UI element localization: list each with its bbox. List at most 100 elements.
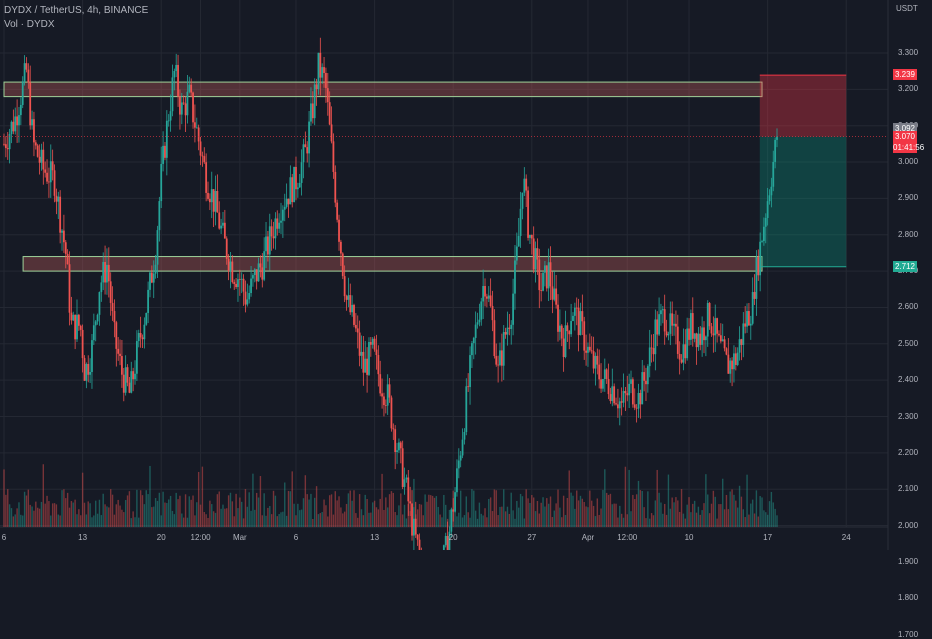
volume-bar xyxy=(729,491,731,527)
candle-body xyxy=(29,82,32,126)
volume-bar xyxy=(95,500,97,527)
volume-bar xyxy=(649,518,651,527)
candle-body xyxy=(381,393,383,397)
volume-bar xyxy=(81,472,84,527)
volume-bar xyxy=(12,516,15,527)
candle-body xyxy=(753,292,756,299)
volume-bar xyxy=(353,490,355,527)
candle-body xyxy=(465,386,468,432)
candle-body xyxy=(194,122,196,128)
candle-body xyxy=(723,339,726,349)
volume-bar xyxy=(459,490,462,527)
candle-body xyxy=(671,313,674,326)
volume-bar xyxy=(3,469,5,527)
candle-body xyxy=(351,304,354,313)
volume-bar xyxy=(370,512,372,527)
volume-bar xyxy=(540,502,542,527)
candle-body xyxy=(757,257,760,276)
candle-body xyxy=(527,190,529,238)
candle-body xyxy=(545,265,548,289)
candle-body xyxy=(188,84,191,92)
volume-bar xyxy=(607,494,610,527)
candle-body xyxy=(190,84,193,93)
candle-body xyxy=(141,337,144,340)
candle-body xyxy=(637,392,640,409)
prev-close-badge: 3.092 xyxy=(893,122,917,134)
volume-bar xyxy=(392,492,395,527)
candle-body xyxy=(388,384,391,398)
candle-body xyxy=(712,333,715,336)
volume-bar xyxy=(615,503,617,527)
candle-body xyxy=(100,282,103,293)
candle-body xyxy=(68,264,71,313)
volume-bar xyxy=(237,508,239,527)
candle-body xyxy=(19,104,22,116)
candle-body xyxy=(575,307,578,309)
volume-bar xyxy=(489,497,492,527)
candle-body xyxy=(639,392,642,405)
time-tick-label: 27 xyxy=(527,533,537,542)
candle-body xyxy=(590,350,593,352)
volume-bar xyxy=(377,509,380,527)
candle-body xyxy=(656,319,659,335)
candle-body xyxy=(139,332,142,338)
candle-body xyxy=(104,261,106,283)
volume-bar xyxy=(718,504,720,527)
candle-body xyxy=(207,192,209,199)
price-tick-label: 2.400 xyxy=(898,375,919,385)
volume-bar xyxy=(630,511,632,527)
volume-bar xyxy=(76,514,78,527)
volume-bar xyxy=(454,511,456,527)
candle-body xyxy=(18,115,20,126)
candle-body xyxy=(313,84,316,119)
volume-bar xyxy=(255,492,258,527)
volume-bar xyxy=(770,491,773,527)
volume-bar xyxy=(433,497,436,527)
volume-bar xyxy=(8,504,11,527)
volume-bar xyxy=(31,506,33,527)
candle-body xyxy=(61,230,63,233)
candle-body xyxy=(349,295,352,313)
candle-body xyxy=(478,319,481,323)
candle-body xyxy=(40,149,43,163)
candle-body xyxy=(570,321,573,335)
candle-body xyxy=(44,169,47,173)
volume-bar xyxy=(622,517,625,527)
candle-body xyxy=(237,279,239,288)
candle-body xyxy=(731,360,733,370)
volume-bar xyxy=(16,508,18,527)
candle-body xyxy=(85,363,88,381)
volume-bar xyxy=(420,504,423,527)
volume-bar xyxy=(360,509,363,527)
volume-bar xyxy=(276,516,278,527)
volume-bar xyxy=(510,492,512,527)
volume-bar xyxy=(368,512,370,527)
volume-bar xyxy=(345,503,348,527)
candle-body xyxy=(600,379,602,389)
price-chart[interactable] xyxy=(0,0,932,550)
candle-body xyxy=(334,171,337,203)
candle-body xyxy=(536,248,539,260)
volume-bar xyxy=(14,514,16,527)
candle-body xyxy=(98,292,101,315)
volume-bar xyxy=(205,514,207,527)
candle-body xyxy=(268,226,271,255)
candle-body xyxy=(362,351,365,373)
candle-body xyxy=(772,161,775,187)
volume-bar xyxy=(748,514,750,527)
volume-bar xyxy=(334,491,336,527)
candle-body xyxy=(555,288,558,305)
candle-body xyxy=(261,267,264,280)
volume-bar xyxy=(576,490,578,527)
volume-bar xyxy=(70,501,73,527)
candle-body xyxy=(738,339,741,353)
volume-bar xyxy=(484,508,486,527)
volume-bar xyxy=(437,506,439,527)
volume-bar xyxy=(559,507,561,527)
candle-body xyxy=(558,325,561,332)
candle-body xyxy=(405,477,408,480)
candle-body xyxy=(267,236,269,255)
candle-body xyxy=(77,314,80,326)
candle-body xyxy=(38,156,41,163)
volume-bar xyxy=(671,497,673,527)
